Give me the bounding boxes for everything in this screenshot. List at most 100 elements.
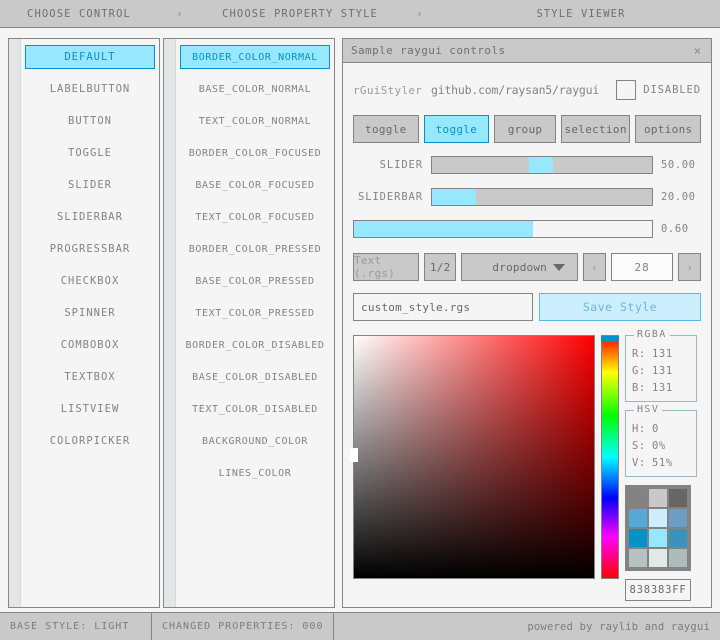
- channel-key: B:: [632, 381, 646, 394]
- save-row: custom_style.rgs Save Style: [353, 293, 701, 321]
- channel-key: G:: [632, 364, 646, 377]
- toggle-button-3[interactable]: group: [494, 115, 556, 143]
- sv-cursor[interactable]: [350, 447, 358, 462]
- repo-link[interactable]: github.com/raysan5/raygui: [431, 83, 600, 97]
- slider-knob[interactable]: [528, 157, 553, 173]
- control-item-slider[interactable]: SLIDER: [25, 173, 155, 197]
- saturation-value-area[interactable]: [350, 335, 595, 579]
- filename-input[interactable]: custom_style.rgs: [353, 293, 533, 321]
- hue-cursor[interactable]: [601, 336, 619, 342]
- list-item-label: BASE_COLOR_FOCUSED: [195, 179, 315, 191]
- breadcrumb-style-viewer[interactable]: STYLE VIEWER: [536, 7, 626, 20]
- property-item-text-color-normal[interactable]: TEXT_COLOR_NORMAL: [180, 109, 330, 133]
- chevron-right-icon: ›: [176, 7, 184, 20]
- control-item-textbox[interactable]: TEXTBOX: [25, 365, 155, 389]
- color-swatch-11[interactable]: [649, 549, 667, 567]
- control-list-scrollbar[interactable]: [9, 39, 21, 607]
- rgba-row-b: B: 131: [632, 379, 690, 396]
- sliderbar-track[interactable]: [431, 188, 653, 206]
- hue-bar[interactable]: [601, 335, 619, 579]
- property-item-base-color-focused[interactable]: BASE_COLOR_FOCUSED: [180, 173, 330, 197]
- disabled-checkbox-label: DISABLED: [643, 84, 701, 96]
- dropdown-select[interactable]: dropdown: [461, 253, 579, 281]
- color-swatch-5[interactable]: [649, 509, 667, 527]
- color-swatch-9[interactable]: [669, 529, 687, 547]
- list-item-label: BUTTON: [68, 115, 112, 127]
- property-list-scrollbar[interactable]: [164, 39, 176, 607]
- color-swatch-3[interactable]: [669, 489, 687, 507]
- slider-track[interactable]: [431, 156, 653, 174]
- property-item-lines-color[interactable]: LINES_COLOR: [180, 461, 330, 485]
- control-item-default[interactable]: DEFAULT: [25, 45, 155, 69]
- progressbar-track[interactable]: [353, 220, 653, 238]
- toggle-button-2[interactable]: toggle: [423, 115, 490, 143]
- color-swatch-10[interactable]: [629, 549, 647, 567]
- window-title-bar[interactable]: Sample raygui controls ×: [343, 39, 711, 63]
- chevron-down-icon: [553, 263, 566, 271]
- spinner-next-button[interactable]: ›: [678, 253, 701, 281]
- property-item-base-color-normal[interactable]: BASE_COLOR_NORMAL: [180, 77, 330, 101]
- half-button[interactable]: 1/2: [424, 253, 457, 281]
- hsv-row-h: H: 0: [632, 420, 690, 437]
- disabled-checkbox[interactable]: [616, 80, 637, 100]
- color-swatch-6[interactable]: [669, 509, 687, 527]
- list-item-label: BORDER_COLOR_NORMAL: [192, 51, 318, 63]
- control-item-button[interactable]: BUTTON: [25, 109, 155, 133]
- channel-key: S:: [632, 439, 646, 452]
- hex-value-input[interactable]: 838383FF: [625, 579, 691, 601]
- property-list-items: BORDER_COLOR_NORMAL BASE_COLOR_NORMAL TEXT…: [176, 39, 334, 607]
- status-base-style: BASE STYLE: LIGHT: [0, 612, 152, 640]
- hsv-row-s: S: 0%: [632, 437, 690, 454]
- channel-value: 0: [652, 422, 659, 435]
- color-swatch-2[interactable]: [649, 489, 667, 507]
- toggle-button-5[interactable]: options: [635, 115, 701, 143]
- sliderbar-fill[interactable]: [432, 189, 476, 205]
- control-item-progressbar[interactable]: PROGRESSBAR: [25, 237, 155, 261]
- property-item-text-color-focused[interactable]: TEXT_COLOR_FOCUSED: [180, 205, 330, 229]
- property-item-border-color-disabled[interactable]: BORDER_COLOR_DISABLED: [180, 333, 330, 357]
- progressbar-value: 0.60: [661, 223, 689, 235]
- rgba-row-g: G: 131: [632, 362, 690, 379]
- control-item-toggle[interactable]: TOGGLE: [25, 141, 155, 165]
- color-swatch-12[interactable]: [669, 549, 687, 567]
- control-item-combobox[interactable]: COMBOBOX: [25, 333, 155, 357]
- control-item-spinner[interactable]: SPINNER: [25, 301, 155, 325]
- property-item-base-color-pressed[interactable]: BASE_COLOR_PRESSED: [180, 269, 330, 293]
- slider-row: SLIDER 50.00: [353, 155, 701, 175]
- control-item-labelbutton[interactable]: LABELBUTTON: [25, 77, 155, 101]
- rgba-row-r: R: 131: [632, 345, 690, 362]
- color-swatch-grid: [625, 485, 691, 571]
- spinner-value[interactable]: 28: [610, 253, 674, 281]
- list-item-label: TEXT_COLOR_PRESSED: [195, 307, 315, 319]
- save-style-button[interactable]: Save Style: [539, 293, 701, 321]
- property-item-text-color-pressed[interactable]: TEXT_COLOR_PRESSED: [180, 301, 330, 325]
- property-item-background-color[interactable]: BACKGROUND_COLOR: [180, 429, 330, 453]
- breadcrumb-choose-property-style[interactable]: CHOOSE PROPERTY STYLE: [222, 7, 378, 20]
- close-icon[interactable]: ×: [693, 43, 701, 58]
- list-item-label: COMBOBOX: [60, 339, 120, 351]
- property-item-base-color-disabled[interactable]: BASE_COLOR_DISABLED: [180, 365, 330, 389]
- color-swatch-8[interactable]: [649, 529, 667, 547]
- property-item-border-color-normal[interactable]: BORDER_COLOR_NORMAL: [180, 45, 330, 69]
- toggle-button-4[interactable]: selection: [560, 115, 631, 143]
- spinner-prev-button[interactable]: ‹: [583, 253, 606, 281]
- hsv-legend: HSV: [634, 404, 663, 415]
- color-swatch-7[interactable]: [629, 529, 647, 547]
- control-item-colorpicker[interactable]: COLORPICKER: [25, 429, 155, 453]
- control-item-checkbox[interactable]: CHECKBOX: [25, 269, 155, 293]
- property-item-border-color-pressed[interactable]: BORDER_COLOR_PRESSED: [180, 237, 330, 261]
- control-item-listview[interactable]: LISTVIEW: [25, 397, 155, 421]
- color-swatch-1[interactable]: [629, 489, 647, 507]
- property-item-border-color-focused[interactable]: BORDER_COLOR_FOCUSED: [180, 141, 330, 165]
- status-bar: BASE STYLE: LIGHT CHANGED PROPERTIES: 00…: [0, 612, 720, 640]
- control-item-sliderbar[interactable]: SLIDERBAR: [25, 205, 155, 229]
- toggle-button-1[interactable]: toggle: [353, 115, 419, 143]
- color-swatch-4[interactable]: [629, 509, 647, 527]
- window-title: Sample raygui controls: [351, 44, 506, 57]
- channel-value: 131: [652, 347, 673, 360]
- disabled-checkbox-group[interactable]: DISABLED: [616, 80, 701, 100]
- property-item-text-color-disabled[interactable]: TEXT_COLOR_DISABLED: [180, 397, 330, 421]
- text-rgs-button[interactable]: Text (.rgs): [353, 253, 420, 281]
- breadcrumb-toolbar: CHOOSE CONTROL › CHOOSE PROPERTY STYLE ›…: [0, 0, 720, 28]
- breadcrumb-choose-control[interactable]: CHOOSE CONTROL: [27, 7, 131, 20]
